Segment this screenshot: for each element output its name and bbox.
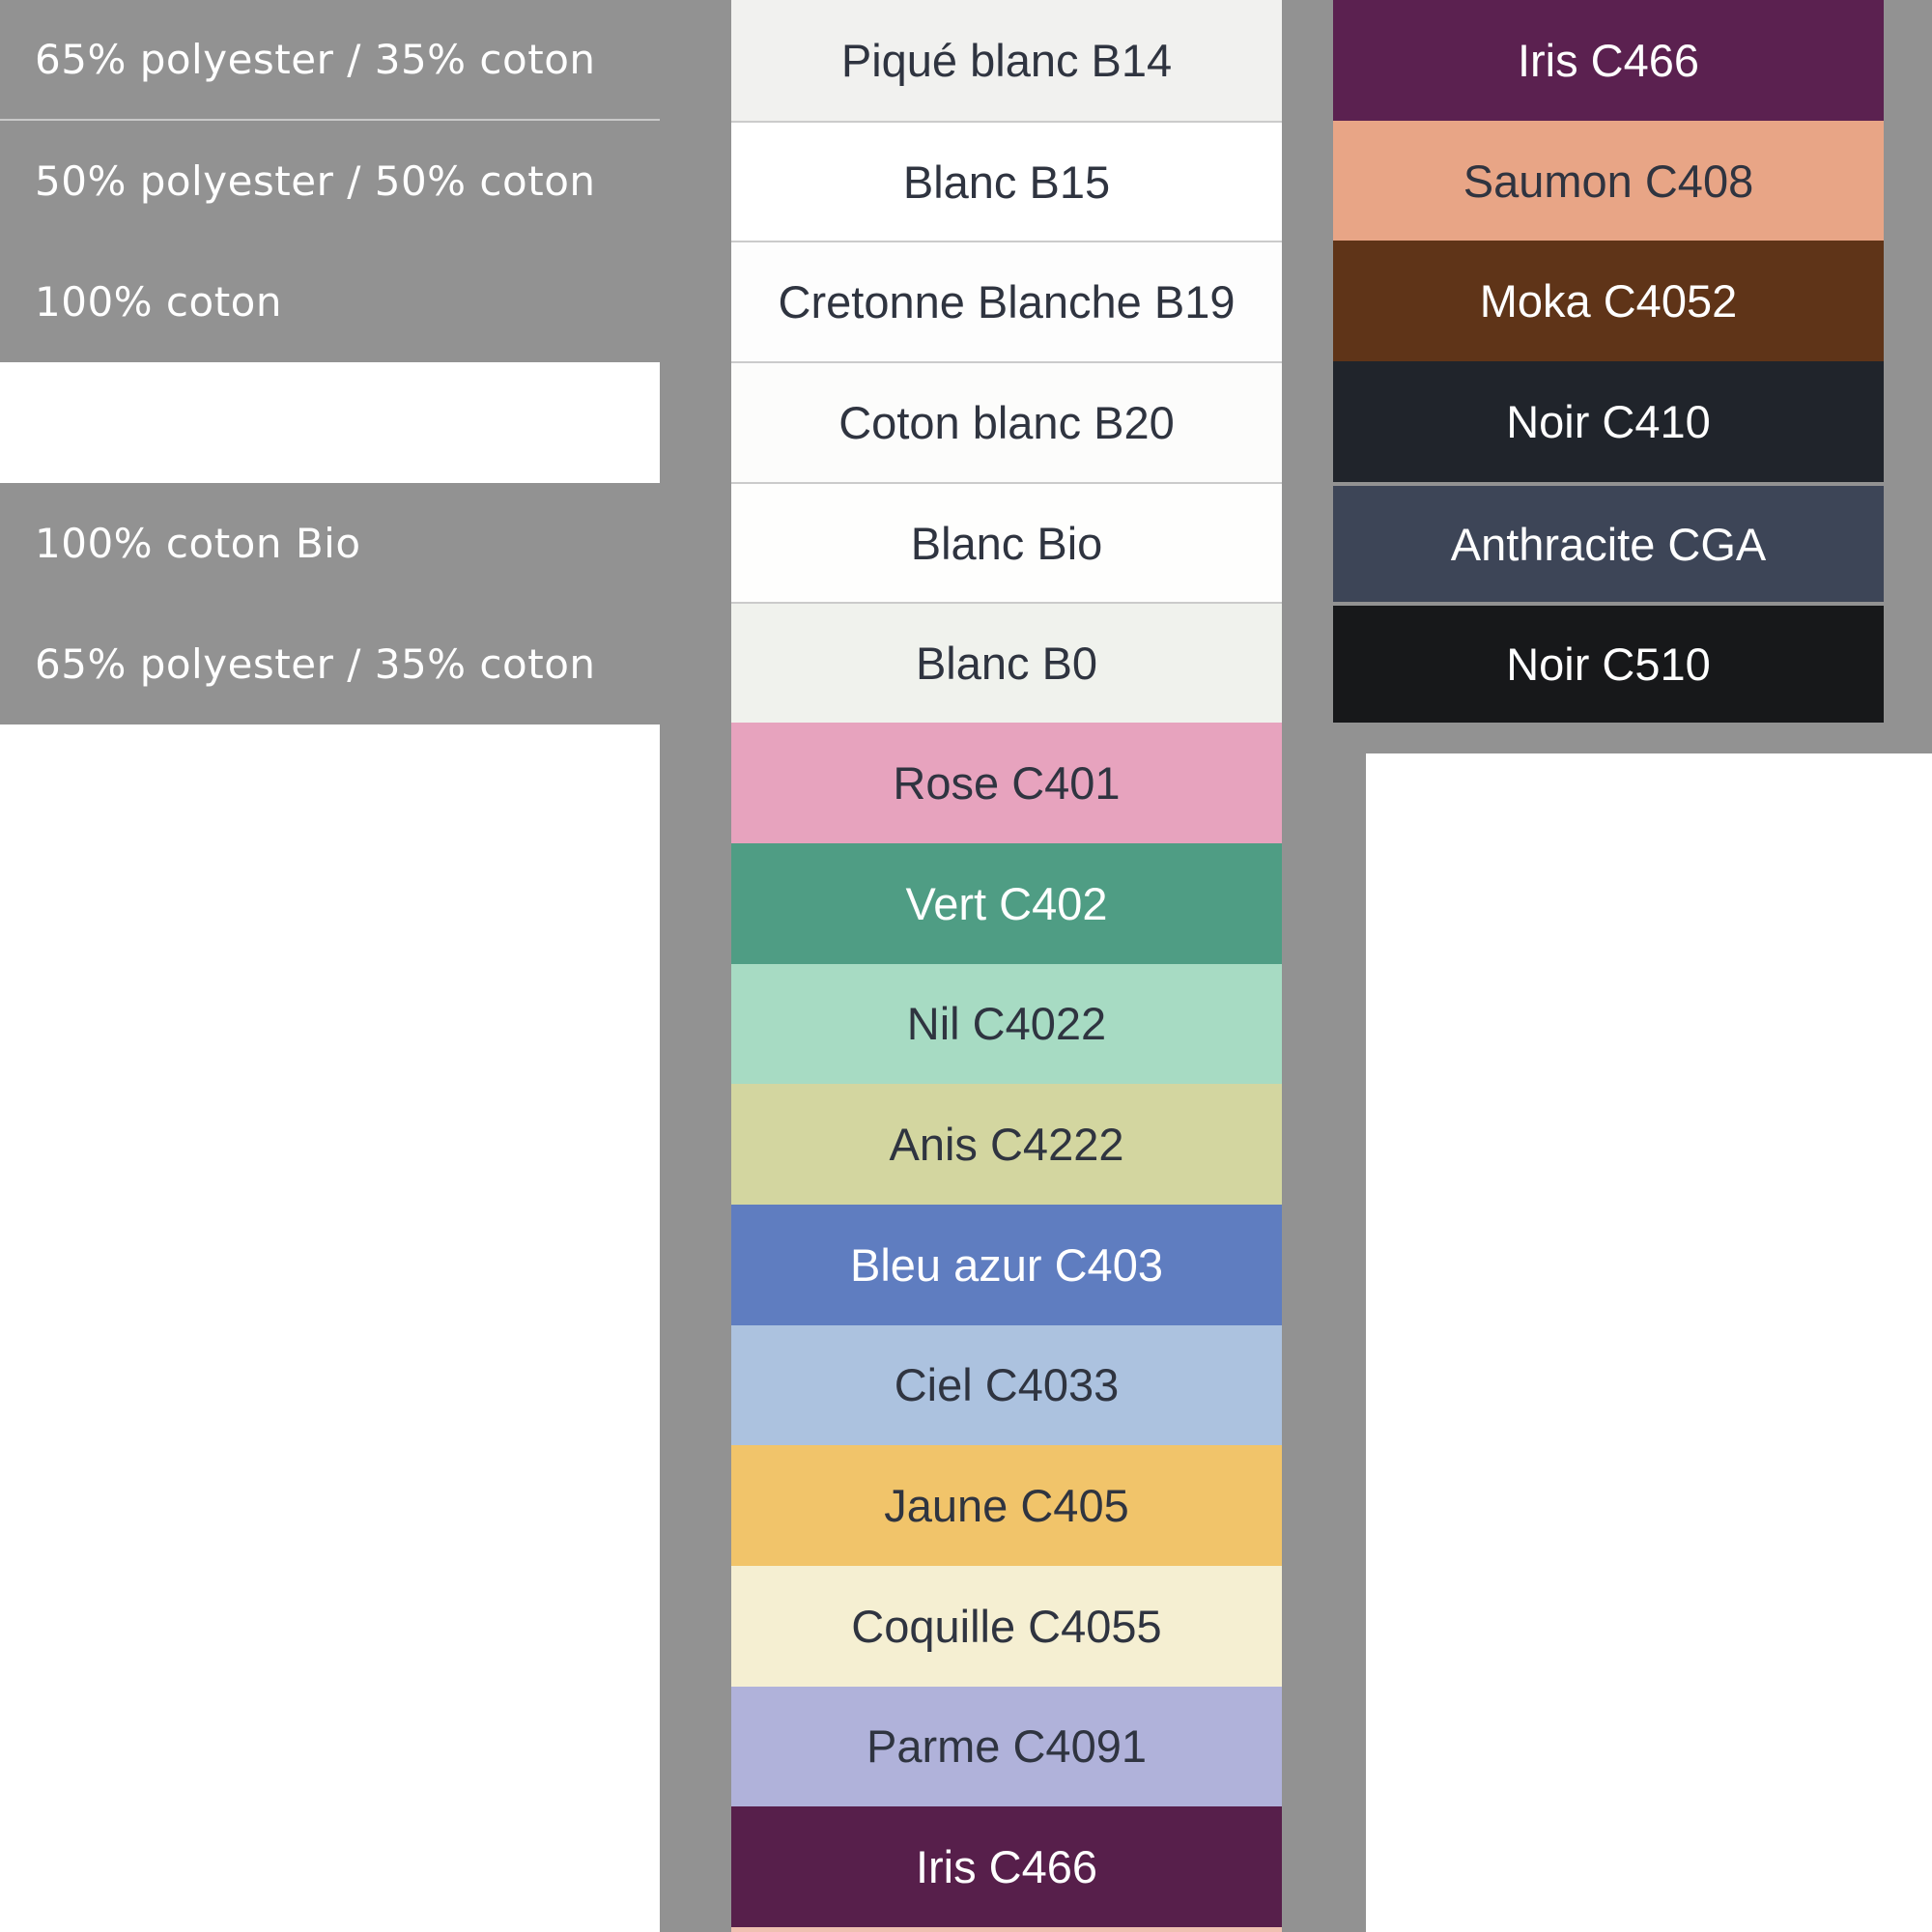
color-swatch-label: Blanc Bio	[910, 517, 1103, 569]
fabric-composition-row: 65% polyester / 35% coton	[0, 0, 660, 121]
color-swatch-label: Blanc B15	[902, 156, 1111, 208]
color-swatch-row: Nil C4022	[731, 963, 1282, 1085]
fabric-composition-label: 65% polyester / 35% coton	[35, 640, 596, 688]
color-swatch-row: Blanc Bio	[731, 481, 1282, 603]
color-swatch-row: Anthracite CGA	[1333, 481, 1884, 603]
fabric-composition-label: 50% polyester / 50% coton	[35, 157, 596, 205]
color-swatch-label: Noir C410	[1506, 395, 1711, 447]
fabric-composition-row: 50% polyester / 50% coton	[0, 121, 660, 242]
color-swatch-row: Blanc B0	[731, 602, 1282, 724]
color-swatch-row: Rose C401	[731, 723, 1282, 843]
fabric-composition-panel: 65% polyester / 35% coton 50% polyester …	[0, 0, 660, 724]
color-swatch-label: Cretonne Blanche B19	[778, 276, 1236, 328]
color-swatch-label: Nil C4022	[906, 998, 1107, 1050]
color-swatch-row: Noir C410	[1333, 361, 1884, 482]
color-swatch-row: Anis C4222	[731, 1084, 1282, 1205]
color-swatch-row: Cretonne Blanche B19	[731, 241, 1282, 362]
color-swatch-label: Coton blanc B20	[838, 396, 1175, 448]
color-swatch-row: Jaune C405	[731, 1445, 1282, 1566]
color-swatch-label: Vert C402	[905, 877, 1108, 929]
color-swatch-label: Anis C4222	[889, 1119, 1124, 1171]
color-swatch-label: Bleu azur C403	[850, 1238, 1163, 1291]
partial-next-swatch	[731, 1927, 1282, 1932]
fabric-composition-label: 65% polyester / 35% coton	[35, 36, 596, 83]
color-swatch-label: Piqué blanc B14	[840, 34, 1173, 86]
fabric-composition-label: 100% coton Bio	[35, 520, 361, 567]
swatch-column-main: Piqué blanc B14 Blanc B15 Cretonne Blanc…	[731, 0, 1282, 1932]
color-swatch-row: Coton blanc B20	[731, 361, 1282, 482]
fabric-composition-row	[0, 362, 660, 483]
fabric-composition-row: 100% coton	[0, 242, 660, 362]
fabric-composition-row: 100% coton Bio	[0, 483, 660, 604]
color-swatch-label: Blanc B0	[915, 638, 1098, 690]
color-swatch-label: Saumon C408	[1463, 155, 1754, 207]
color-swatch-label: Iris C466	[1517, 34, 1700, 86]
bottom-right-white-block	[1366, 753, 1932, 1932]
color-swatch-row: Ciel C4033	[731, 1324, 1282, 1446]
color-swatch-row: Noir C510	[1333, 602, 1884, 724]
color-swatch-row: Parme C4091	[731, 1686, 1282, 1807]
fabric-composition-label: 100% coton	[35, 278, 282, 326]
color-swatch-label: Iris C466	[915, 1841, 1098, 1893]
color-swatch-row: Vert C402	[731, 842, 1282, 964]
color-swatch-row: Iris C466	[731, 1806, 1282, 1927]
color-swatch-label: Rose C401	[893, 756, 1121, 809]
color-swatch-row: Saumon C408	[1333, 120, 1884, 242]
color-swatch-label: Ciel C4033	[894, 1359, 1120, 1411]
color-swatch-label: Jaune C405	[884, 1480, 1129, 1532]
color-swatch-row: Coquille C4055	[731, 1565, 1282, 1687]
fabric-composition-row: 65% polyester / 35% coton	[0, 604, 660, 724]
swatch-column-right: Iris C466 Saumon C408 Moka C4052 Noir C4…	[1333, 0, 1884, 724]
color-swatch-label: Noir C510	[1506, 639, 1711, 691]
color-swatch-row: Iris C466	[1333, 0, 1884, 121]
color-swatch-label: Anthracite CGA	[1450, 518, 1767, 570]
color-swatch-label: Parme C4091	[867, 1720, 1147, 1773]
color-swatch-row: Piqué blanc B14	[731, 0, 1282, 121]
color-swatch-label: Coquille C4055	[851, 1600, 1162, 1652]
color-swatch-row: Moka C4052	[1333, 241, 1884, 362]
color-swatch-label: Moka C4052	[1479, 275, 1738, 327]
color-swatch-row: Blanc B15	[731, 120, 1282, 242]
color-swatch-row: Bleu azur C403	[731, 1204, 1282, 1325]
